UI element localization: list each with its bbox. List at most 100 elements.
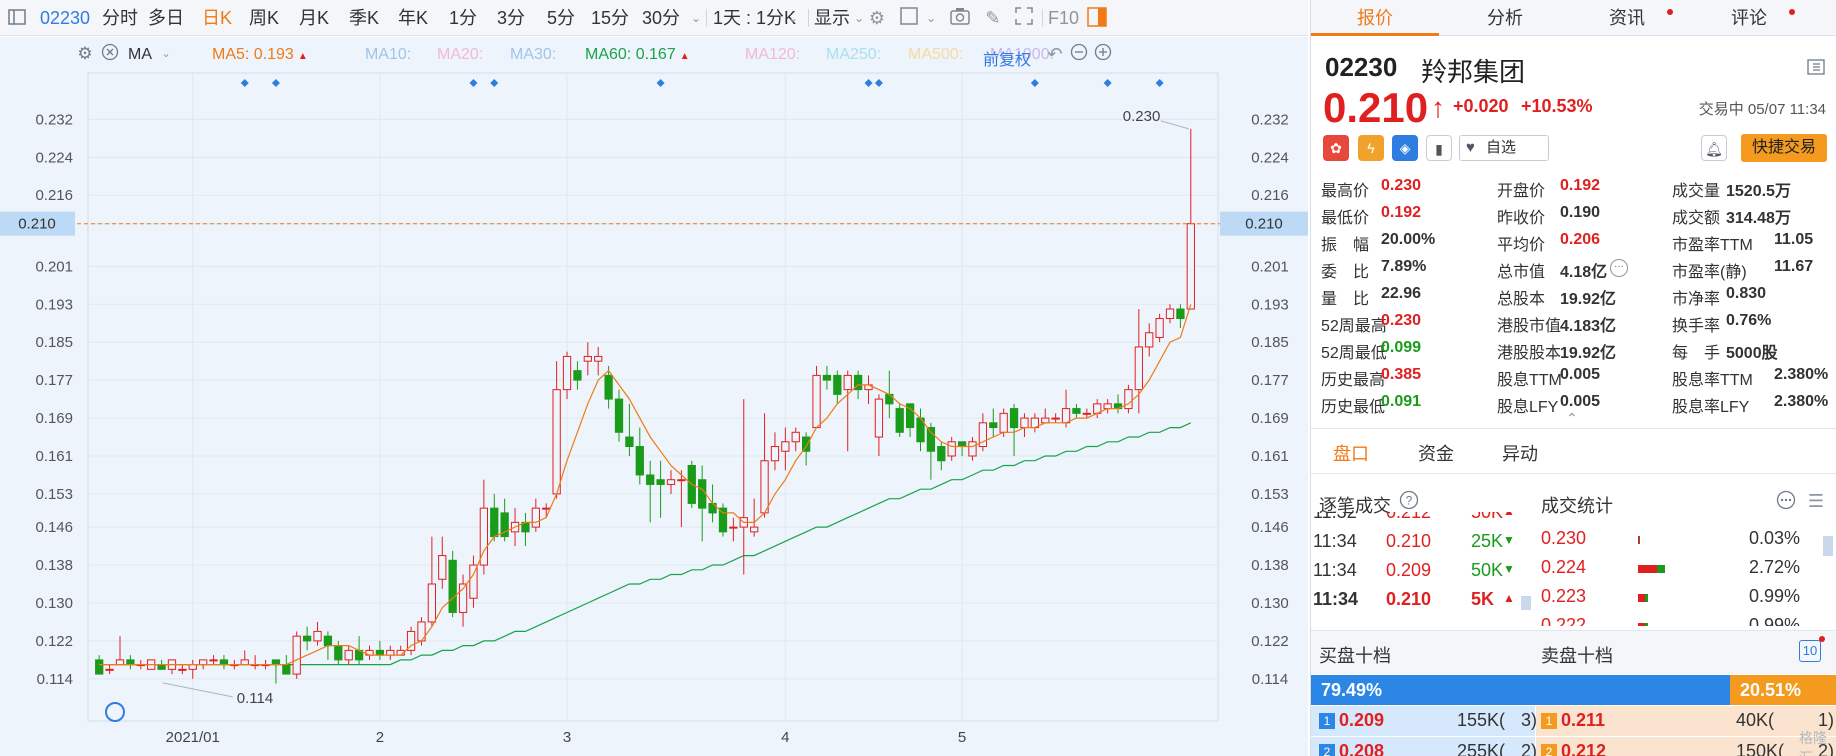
ma-legend-ma120[interactable]: MA120: (745, 46, 801, 63)
period-intraday[interactable]: 分时 (102, 8, 138, 28)
candle-body[interactable] (458, 583, 468, 613)
ma-legend-ma20[interactable]: MA20: (437, 46, 484, 63)
candle-body[interactable] (292, 635, 301, 675)
candle-body[interactable] (614, 398, 624, 433)
candle-body[interactable] (833, 374, 842, 395)
fullscreen-icon[interactable] (1013, 7, 1035, 29)
interval-select[interactable]: 1天 : 1分K (713, 8, 797, 28)
tick-trades-list[interactable]: 11:320.21250K▲11:340.21025K▼11:340.20950… (1311, 512, 1531, 626)
bookmark-icon[interactable]: ▮ (1426, 135, 1452, 161)
sidebar-toggle-icon[interactable] (6, 7, 28, 29)
candle-body[interactable] (905, 403, 915, 429)
candle-body[interactable] (1041, 417, 1050, 424)
f10-button[interactable]: F10 (1048, 8, 1080, 28)
candle-body[interactable] (1082, 412, 1091, 415)
ma-legend-ma5[interactable]: MA5: 0.193 ▲ (212, 46, 308, 63)
candle-body[interactable] (999, 412, 1008, 433)
event-marker-icon[interactable] (469, 79, 478, 87)
candle-body[interactable] (781, 441, 790, 452)
tab-news[interactable]: 资讯 (1609, 8, 1645, 28)
subtab-movers[interactable]: 异动 (1502, 444, 1538, 464)
help-icon[interactable]: ? (1398, 490, 1420, 512)
ma-legend-ma10[interactable]: MA10: (365, 46, 412, 63)
candle-body[interactable] (199, 659, 208, 666)
candle-body[interactable] (635, 446, 644, 476)
candle-body[interactable] (1145, 332, 1154, 348)
candle-body[interactable] (677, 479, 686, 482)
camera-icon[interactable] (949, 7, 971, 29)
chevron-down-icon[interactable]: ⌄ (925, 11, 937, 25)
candle-body[interactable] (562, 355, 572, 391)
adjust-mode-button[interactable]: 前复权 (983, 52, 1032, 69)
candle-body[interactable] (760, 460, 769, 514)
kline-chart[interactable]: 0.232 0.232 0.224 0.224 0.216 0.216 0.210 0.210… (0, 37, 1308, 756)
period-5min[interactable]: 5分 (547, 8, 576, 28)
deal-scrollbar[interactable] (1823, 536, 1833, 556)
candle-body[interactable] (531, 507, 540, 528)
watchlist-button[interactable]: ♥ 自选 (1459, 135, 1549, 161)
candle-body[interactable] (448, 559, 457, 613)
event-marker-icon[interactable] (1155, 79, 1164, 87)
collapse-panel-icon[interactable] (1805, 58, 1827, 80)
chart-frame-icon[interactable] (898, 7, 920, 29)
candle-body[interactable] (656, 479, 665, 485)
candle-body[interactable] (791, 431, 800, 443)
candle-body[interactable] (438, 555, 447, 580)
period-yearly-k[interactable]: 年K (398, 8, 429, 28)
event-marker-icon[interactable] (656, 79, 665, 87)
subtab-fundflow[interactable]: 资金 (1418, 444, 1454, 464)
candle-body[interactable] (105, 668, 114, 671)
candle-body[interactable] (1124, 389, 1133, 410)
candle-body[interactable] (718, 507, 728, 533)
candle-body[interactable] (625, 436, 634, 448)
tab-comments[interactable]: 评论 (1731, 8, 1767, 28)
candle-body[interactable] (1134, 346, 1143, 391)
candle-body[interactable] (666, 479, 676, 485)
candle-body[interactable] (1165, 308, 1175, 320)
bid-level-row[interactable]: 1 0.209 155K(3) (1311, 706, 1537, 736)
candle-body[interactable] (219, 659, 229, 666)
display-menu[interactable]: 显示 (814, 8, 850, 28)
event-marker-icon[interactable] (1103, 79, 1112, 87)
candle-body[interactable] (885, 393, 894, 405)
undo-icon[interactable]: ↶ (1047, 44, 1063, 64)
chevron-down-icon[interactable]: ⌄ (690, 11, 702, 25)
candle-body[interactable] (95, 659, 104, 675)
candle-body[interactable] (822, 374, 832, 381)
candle-body[interactable] (1186, 223, 1195, 310)
close-indicator-icon[interactable] (99, 43, 121, 65)
candle-body[interactable] (469, 564, 478, 599)
candle-body[interactable] (937, 446, 946, 462)
candle-body[interactable] (323, 635, 333, 647)
more-options-icon[interactable] (1775, 490, 1797, 512)
period-daily-k[interactable]: 日K (202, 8, 233, 28)
settings-gear-icon[interactable]: ⚙ (868, 8, 886, 28)
bell-alert-icon[interactable]: 🔔︎ (1701, 135, 1727, 161)
candle-body[interactable] (874, 398, 884, 438)
candle-body[interactable] (947, 441, 956, 457)
candle-body[interactable] (552, 389, 561, 495)
panel-toggle-icon[interactable] (1086, 7, 1108, 29)
ma-legend-ma60[interactable]: MA60: 0.167 ▲ (585, 46, 690, 63)
indicator-type-select[interactable]: MA (128, 46, 152, 63)
candle-body[interactable] (126, 659, 135, 666)
candle-body[interactable] (313, 630, 322, 642)
candle-body[interactable] (770, 446, 780, 462)
chevron-down-icon[interactable]: ⌄ (161, 48, 171, 60)
candle-body[interactable] (957, 441, 967, 448)
candle-body[interactable] (843, 374, 852, 391)
bid-level-row[interactable]: 2 0.208 255K(2) (1311, 737, 1537, 756)
candle-body[interactable] (573, 370, 582, 381)
candle-body[interactable] (542, 507, 551, 510)
candle-body[interactable] (750, 526, 759, 533)
ma-legend-ma250[interactable]: MA250: (826, 46, 882, 63)
ma-legend-ma500[interactable]: MA500: (908, 46, 964, 63)
candle-body[interactable] (490, 507, 499, 538)
candle-body[interactable] (1103, 403, 1112, 410)
indicator-settings-icon[interactable]: ⚙ (77, 44, 93, 63)
candle-body[interactable] (334, 645, 343, 661)
candle-body[interactable] (500, 512, 509, 538)
more-info-icon[interactable]: ··· (1610, 259, 1628, 277)
kline-chart-area[interactable]: 0.232 0.232 0.224 0.224 0.216 0.216 0.210 0.210… (0, 37, 1308, 756)
candle-body[interactable] (853, 374, 863, 391)
